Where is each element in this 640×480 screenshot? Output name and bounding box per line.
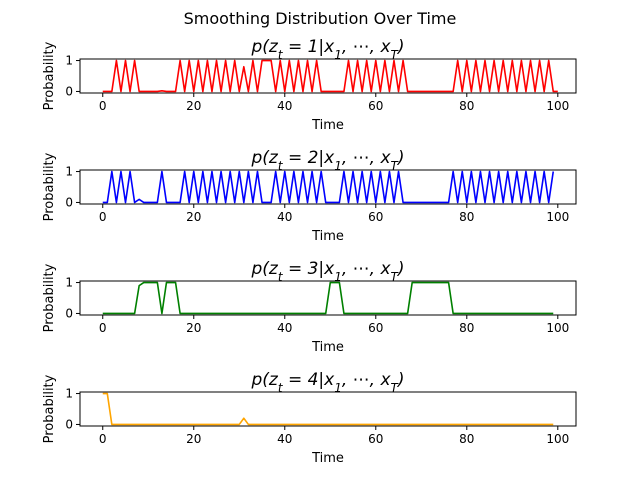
x-tick-label: 20 [186,210,201,224]
title-subscript: 1 [334,270,342,284]
subplot-4: p(zt = 4|x1, ⋯, xT)0 20 40 60 80 10001TimePro… [42,370,577,466]
x-tick-label: 0 [99,210,107,224]
x-tick-label: 40 [277,210,292,224]
title-part: p(z [250,259,278,279]
x-tick-label: 0 [99,99,107,113]
x-tick-label: 40 [277,99,292,113]
y-tick-label: 0 [65,306,73,320]
x-tick-label: 100 [546,210,569,224]
title-part: = 2|x [283,148,336,168]
title-part: ) [396,37,405,57]
axes-frame [79,280,577,316]
x-tick-label: 80 [459,210,474,224]
title-part: = 4|x [283,370,336,390]
x-tick-label: 20 [186,432,201,446]
title-part: = 3|x [283,259,336,279]
title-subscript: 1 [334,381,342,395]
subplot-title: p(zt = 1|x1, ⋯, xT) [250,37,404,62]
x-tick-label: 0 [99,321,107,335]
series-line [102,392,554,426]
subplot-1: p(zt = 1|x1, ⋯, xT)0 20 40 60 80 10001TimePro… [42,37,577,133]
x-axis-label: Time [311,340,344,355]
y-tick-label: 0 [65,195,73,209]
x-tick-label: 60 [368,432,383,446]
title-part: , ⋯, x [342,259,392,279]
title-subscript: t [278,159,284,173]
title-subscript: T [391,270,400,284]
subplot-title: p(zt = 4|x1, ⋯, xT) [250,370,404,395]
y-tick-label: 1 [65,54,73,68]
subplot-title: p(zt = 3|x1, ⋯, xT) [250,259,404,284]
figure-suptitle: Smoothing Distribution Over Time [184,9,457,28]
title-part: = 1|x [283,37,336,57]
y-tick-label: 0 [65,417,73,431]
title-subscript: t [278,48,284,62]
y-axis-label: Probability [42,41,57,110]
y-tick-label: 1 [65,387,73,401]
title-part: , ⋯, x [342,37,392,57]
title-part: , ⋯, x [342,148,392,168]
title-part: ) [396,148,405,168]
x-tick-label: 20 [186,321,201,335]
subplot-panels: p(zt = 1|x1, ⋯, xT)0 20 40 60 80 10001TimePro… [42,37,577,466]
title-part: ) [396,259,405,279]
y-tick-label: 1 [65,276,73,290]
x-tick-label: 100 [546,432,569,446]
subplot-title: p(zt = 2|x1, ⋯, xT) [250,148,404,173]
x-tick-label: 0 [99,432,107,446]
series-line [102,59,558,93]
x-tick-label: 60 [368,99,383,113]
subplot-3: p(zt = 3|x1, ⋯, xT)0 20 40 60 80 10001TimePro… [42,259,577,355]
series-line [102,281,554,315]
title-part: , ⋯, x [342,370,392,390]
x-tick-label: 60 [368,210,383,224]
y-tick-label: 1 [65,165,73,179]
subplot-2: p(zt = 2|x1, ⋯, xT)0 20 40 60 80 10001TimePro… [42,148,577,244]
title-part: p(z [250,370,278,390]
title-subscript: t [278,270,284,284]
y-axis-label: Probability [42,263,57,332]
axes-frame [79,169,577,205]
y-axis-label: Probability [42,152,57,221]
title-part: ) [396,370,405,390]
x-tick-label: 40 [277,432,292,446]
x-tick-label: 80 [459,99,474,113]
title-subscript: 1 [334,48,342,62]
axes-frame [79,58,577,94]
title-subscript: T [391,381,400,395]
y-axis-label: Probability [42,374,57,443]
x-tick-label: 20 [186,99,201,113]
title-subscript: t [278,381,284,395]
series-line [102,170,555,204]
x-axis-label: Time [311,451,344,466]
title-subscript: T [391,48,400,62]
x-tick-label: 100 [546,321,569,335]
x-tick-label: 40 [277,321,292,335]
x-axis-label: Time [311,229,344,244]
y-tick-label: 0 [65,84,73,98]
title-part: p(z [250,37,278,57]
x-tick-label: 80 [459,432,474,446]
title-subscript: T [391,159,400,173]
x-tick-label: 100 [546,99,569,113]
x-tick-label: 60 [368,321,383,335]
x-tick-label: 80 [459,321,474,335]
axes-frame [79,391,577,427]
title-part: p(z [250,148,278,168]
x-axis-label: Time [311,118,344,133]
title-subscript: 1 [334,159,342,173]
